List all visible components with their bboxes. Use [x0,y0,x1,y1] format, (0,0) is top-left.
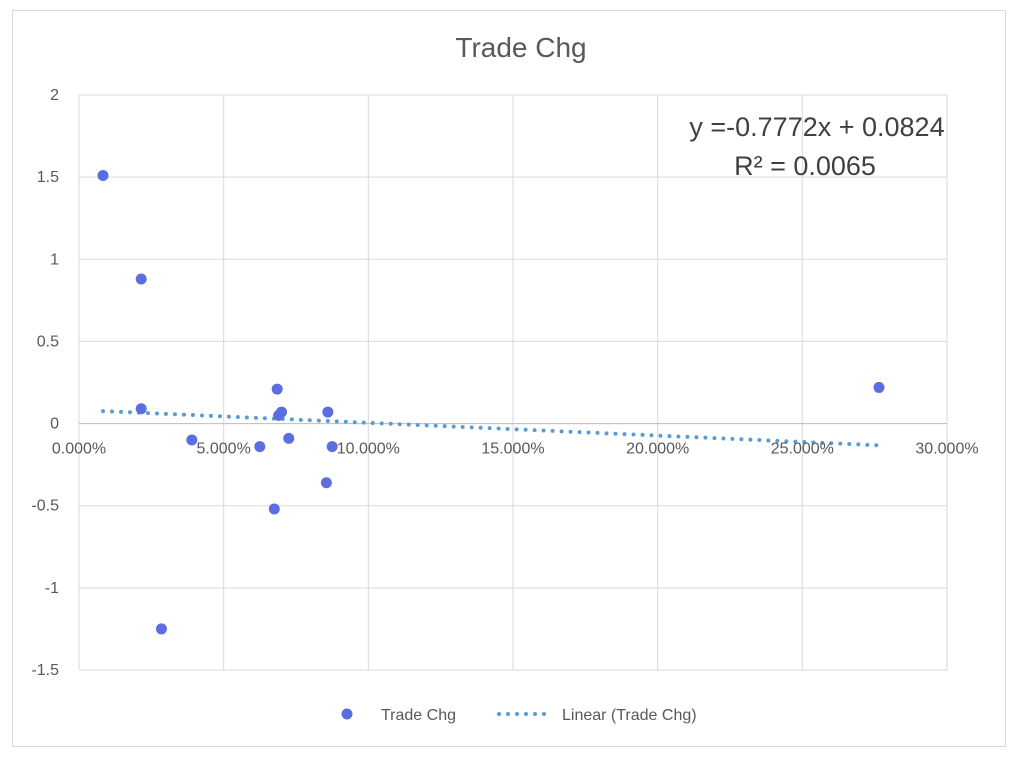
y-tick-label: -1.5 [31,662,59,679]
y-tick-label: 0.5 [37,333,59,350]
x-tick-label: 30.000% [915,441,978,458]
data-point [155,623,167,635]
x-tick-label: 0.000% [52,441,106,458]
x-tick-label: 5.000% [197,441,251,458]
y-tick-label: 2 [50,87,59,104]
data-point [326,441,338,453]
data-point [283,432,295,444]
y-tick-label: -1 [45,580,59,597]
x-tick-label: 15.000% [481,441,544,458]
data-point [268,503,280,515]
data-point [186,434,198,446]
y-tick-label: 1 [50,251,59,268]
data-point [135,273,147,285]
trendline-equation: y =-0.7772x + 0.0824 [689,112,944,142]
data-point [320,477,332,489]
legend-label-trade-chg: Trade Chg [381,707,456,724]
trendline-layer [101,409,882,448]
y-tick-label: 0 [50,416,59,433]
trendline-r-squared: R² = 0.0065 [734,151,876,181]
data-point [873,381,885,393]
x-tick-label: 20.000% [626,441,689,458]
tick-labels: -1.5-1-0.500.511.520.000% 5.000% 10.000% 15… [31,87,978,679]
legend: Trade Chg Linear (Trade Chg) [341,707,697,724]
legend-label-linear: Linear (Trade Chg) [562,707,697,724]
y-tick-label: -0.5 [31,498,59,515]
linear-trendline [101,409,882,448]
data-point [135,403,147,415]
x-tick-label: 10.000% [337,441,400,458]
chart-title: Trade Chg [455,32,586,63]
data-point [322,406,334,418]
chart-frame: -1.5 -1 -0.5 0 0.5 1 1.5 2 0.000% 5.000% 10.000% 15… [12,10,1006,747]
scatter-chart: -1.5-1-0.500.511.520.000% 5.000% 10.000% 15… [31,32,978,724]
data-point [271,383,283,395]
legend-marker-trade-chg [341,708,353,720]
data-point [276,406,288,418]
data-point [254,441,266,453]
data-point [97,170,109,181]
x-tick-label: 25.000% [771,441,834,458]
y-tick-label: 1.5 [37,169,59,186]
data-points [97,170,885,635]
grid-lines [78,94,948,671]
